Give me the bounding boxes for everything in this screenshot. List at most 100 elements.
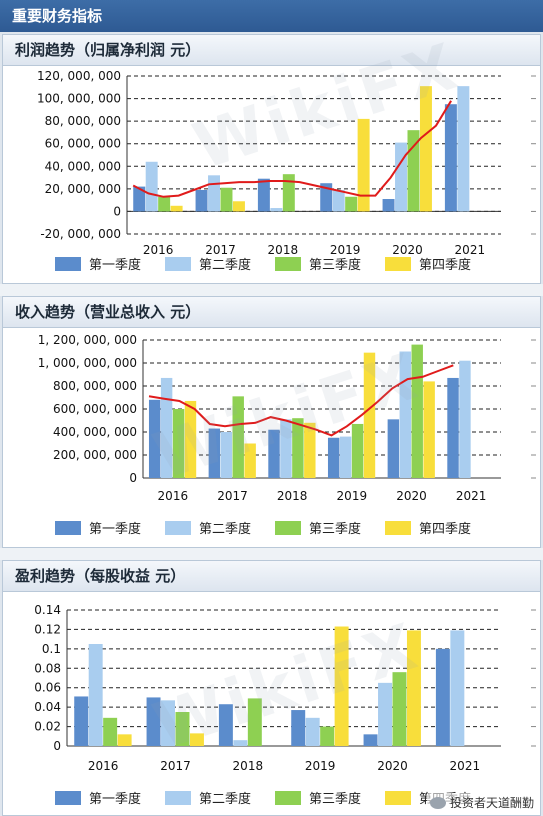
revenue-trend-title: 收入趋势（营业总收入 元） — [3, 297, 540, 328]
legend-swatch — [55, 790, 81, 805]
eps-trend-title: 盈利趋势（每股收益 元） — [3, 561, 540, 592]
eps-trend-panel: 盈利趋势（每股收益 元） 0 0.02 0.04 0.06 0.08 0.1 0.12 0.1… — [2, 560, 541, 816]
legend-label: 第四季度 — [419, 258, 472, 273]
revenue-trend-panel: 收入趋势（营业总收入 元） 0 200, 000, 000 400, 000, 00… — [2, 296, 541, 548]
bar-1-2016 — [148, 399, 161, 478]
section-header: 重要财务指标 — [0, 0, 543, 32]
bar-4-2020 — [406, 630, 421, 746]
legend-swatch — [385, 790, 411, 805]
bar-4-2017 — [244, 443, 256, 478]
bar-3-2017 — [232, 396, 244, 478]
legend-label: 第三季度 — [309, 792, 362, 807]
legend-label: 第二季度 — [199, 522, 252, 537]
legend-swatch — [55, 256, 81, 271]
bar-3-2018 — [292, 418, 304, 478]
x-tick-label: 2021 — [456, 489, 487, 503]
bar-4-2019 — [357, 118, 370, 212]
bar-1-2021 — [447, 377, 459, 478]
bar-3-2016 — [103, 717, 118, 746]
bar-3-2017 — [175, 712, 190, 746]
x-tick-label: 2018 — [233, 759, 264, 773]
y-tick-label: 0.08 — [34, 661, 61, 675]
y-tick-label: 400, 000, 000 — [53, 425, 137, 439]
x-tick-label: 2016 — [143, 243, 174, 257]
bar-1-2018 — [218, 704, 233, 746]
x-tick-label: 2018 — [268, 243, 299, 257]
y-tick-label: 1, 200, 000, 000 — [38, 333, 137, 347]
bar-2-2021 — [450, 630, 465, 746]
bar-4-2019 — [334, 626, 349, 746]
y-tick-label: 0 — [113, 204, 121, 218]
bar-3-2020 — [411, 344, 423, 478]
bar-4-2016 — [184, 400, 197, 478]
bar-2-2018 — [233, 740, 248, 746]
profit-chart-svg: -20, 000, 000 0 20, 000, 000 40, 000, 000 60… — [37, 69, 536, 257]
legend-swatch — [275, 790, 301, 805]
panel-gap — [0, 548, 543, 560]
y-tick-label: 80, 000, 000 — [45, 114, 121, 128]
legend-label: 第四季度 — [419, 522, 472, 537]
x-tick-label: 2016 — [88, 759, 119, 773]
wechat-account-name: 投资者天道酬勤 — [449, 796, 534, 810]
bar-4-2017 — [232, 201, 245, 212]
legend-swatch — [165, 256, 191, 271]
y-tick-label: 0 — [129, 471, 137, 485]
x-tick-label: 2016 — [158, 489, 189, 503]
bar-4-2016 — [117, 734, 132, 746]
legend-label: 第二季度 — [199, 792, 252, 807]
x-tick-label: 2021 — [455, 243, 486, 257]
x-tick-label: 2019 — [330, 243, 361, 257]
bar-1-2020 — [387, 419, 400, 478]
y-tick-label: -20, 000, 000 — [40, 227, 121, 241]
bar-4-2016 — [170, 205, 183, 212]
revenue-trend-chart: 0 200, 000, 000 400, 000, 000 600, 000, 000… — [3, 328, 540, 548]
legend-swatch — [165, 790, 191, 805]
y-tick-label: 800, 000, 000 — [53, 379, 137, 393]
y-tick-label: 0.14 — [34, 603, 61, 617]
legend-swatch — [275, 520, 301, 535]
bar-2-2018 — [270, 208, 283, 212]
y-tick-label: 0.12 — [34, 622, 61, 636]
wechat-icon — [429, 796, 446, 809]
trend-line — [148, 364, 454, 437]
y-tick-label: 1, 000, 000, 000 — [38, 356, 137, 370]
bar-3-2016 — [158, 196, 171, 212]
bar-1-2019 — [327, 437, 340, 478]
y-tick-label: 0.06 — [34, 681, 61, 695]
legend-item-q3: 第三季度 — [275, 788, 385, 807]
legend-swatch — [275, 256, 301, 271]
legend-label: 第一季度 — [89, 258, 142, 273]
x-tick-label: 2017 — [217, 489, 248, 503]
profit-trend-chart: -20, 000, 000 0 20, 000, 000 40, 000, 000 60… — [3, 66, 540, 284]
y-tick-label: 600, 000, 000 — [53, 402, 137, 416]
bar-2-2019 — [332, 189, 345, 212]
bar-1-2017 — [146, 697, 161, 746]
revenue-legend: 第一季度 第二季度 第三季度 第四季度 — [55, 518, 495, 537]
profit-legend: 第一季度 第二季度 第三季度 第四季度 — [55, 254, 495, 273]
y-tick-label: 0.04 — [34, 700, 61, 714]
legend-label: 第三季度 — [309, 258, 362, 273]
bar-2-2017 — [161, 700, 175, 746]
x-tick-label: 2020 — [396, 489, 427, 503]
bar-2-2016 — [88, 644, 103, 746]
bar-3-2018 — [282, 174, 295, 212]
bar-3-2020 — [392, 672, 407, 746]
bar-2-2020 — [378, 682, 392, 746]
bar-1-2020 — [363, 734, 378, 746]
x-tick-label: 2020 — [392, 243, 423, 257]
bar-2-2021 — [457, 86, 470, 212]
revenue-chart-svg: 0 200, 000, 000 400, 000, 000 600, 000, 000… — [38, 333, 536, 503]
legend-item-q4: 第四季度 — [385, 254, 495, 273]
bar-1-2021 — [444, 104, 457, 212]
y-tick-label: 0.1 — [42, 642, 61, 656]
trend-line — [132, 100, 452, 198]
legend-item-q1: 第一季度 — [55, 254, 165, 273]
profit-trend-panel: 利润趋势（归属净利润 元） -20, 000, 000 0 20, 000, 000… — [2, 34, 541, 284]
x-tick-label: 2021 — [450, 759, 481, 773]
legend-swatch — [55, 520, 81, 535]
bar-2-2019 — [305, 717, 320, 746]
legend-label: 第一季度 — [89, 522, 142, 537]
bar-1-2018 — [268, 429, 280, 478]
x-tick-label: 2018 — [277, 489, 308, 503]
